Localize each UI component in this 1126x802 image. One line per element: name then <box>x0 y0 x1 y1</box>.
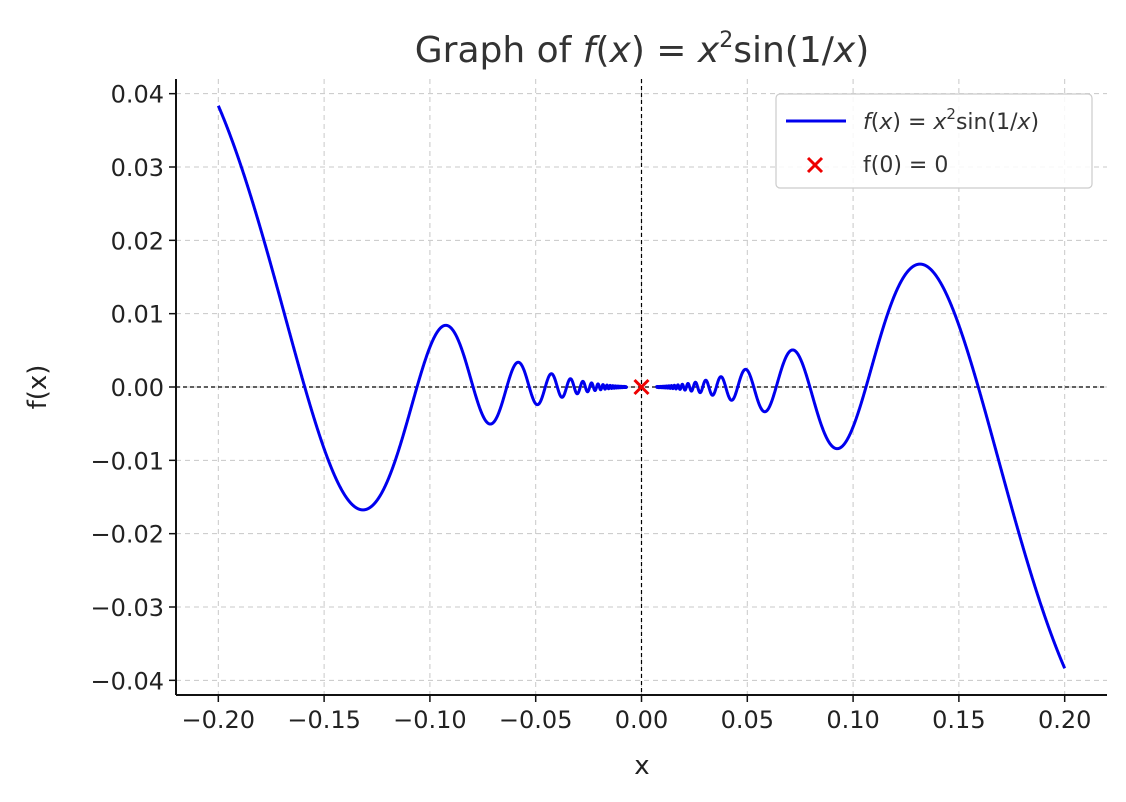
x-tick-label: 0.00 <box>615 706 668 734</box>
legend-marker-swatch <box>806 156 824 174</box>
x-tick-label: 0.10 <box>826 706 879 734</box>
x-tick-label: 0.20 <box>1038 706 1091 734</box>
y-axis-label: f(x) <box>23 365 53 410</box>
legend: f(x) = x2sin(1/x) f(0) = 0 <box>775 93 1093 189</box>
y-tick-label: 0.00 <box>111 374 164 402</box>
axis-ticks: −0.20 −0.15 −0.10 −0.05 0.00 0.05 0.10 0.15 0.20… <box>90 81 1091 734</box>
x-tick-label: −0.15 <box>287 706 361 734</box>
legend-box <box>775 93 1093 189</box>
grid-lines <box>176 79 1107 695</box>
y-tick-label: 0.01 <box>111 301 164 329</box>
y-tick-label: −0.01 <box>90 447 164 475</box>
y-tick-label: 0.03 <box>111 154 164 182</box>
x-axis-label: x <box>634 751 649 781</box>
x-tick-label: 0.15 <box>932 706 985 734</box>
function-curve-left <box>216 104 629 512</box>
x-tick-label: −0.10 <box>393 706 467 734</box>
y-tick-label: 0.04 <box>111 81 164 109</box>
plot-area <box>216 104 1067 670</box>
x-tick-label: −0.05 <box>499 706 573 734</box>
y-tick-label: −0.03 <box>90 594 164 622</box>
legend-entry-function: f(x) = x2sin(1/x) <box>863 105 1039 135</box>
legend-entry-point: f(0) = 0 <box>863 153 948 178</box>
x-tick-label: −0.20 <box>182 706 256 734</box>
x-tick-label: 0.05 <box>721 706 774 734</box>
origin-point-marker <box>633 378 650 396</box>
function-curve-right <box>654 262 1067 670</box>
y-tick-label: −0.04 <box>90 667 164 695</box>
y-tick-label: −0.02 <box>90 521 164 549</box>
y-tick-label: 0.02 <box>111 227 164 255</box>
chart-title: Graph of f(x) = x2sin(1/x) <box>415 28 870 71</box>
